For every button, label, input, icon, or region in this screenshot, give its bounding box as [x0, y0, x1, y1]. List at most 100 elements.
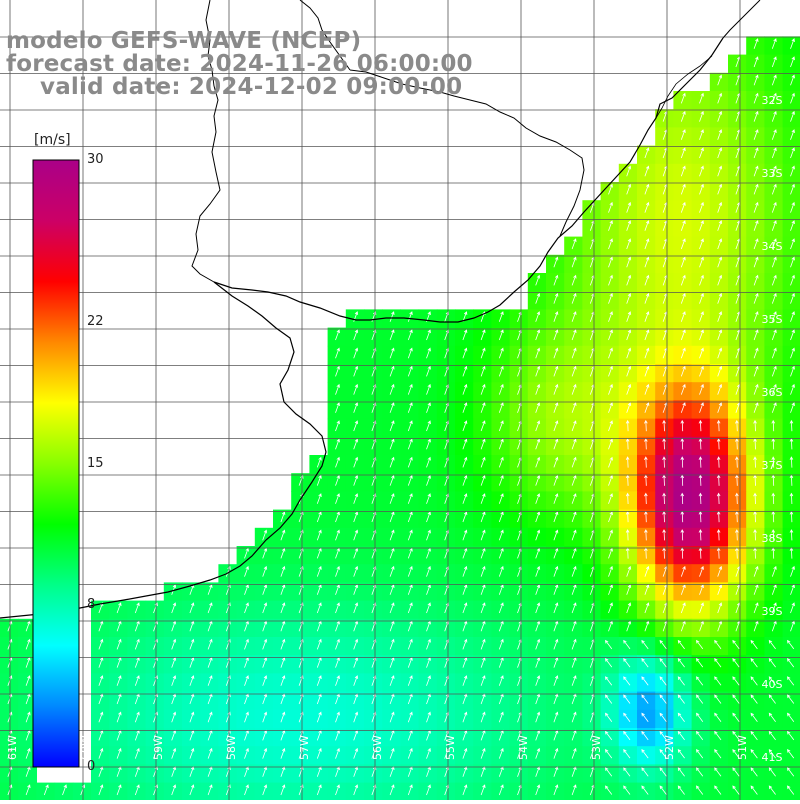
wind-arrow [389, 456, 395, 468]
wind-arrow [498, 347, 504, 359]
wind-cell [637, 782, 656, 802]
wind-arrow [116, 602, 122, 614]
wind-arrow [571, 383, 577, 395]
wind-arrow [316, 602, 322, 614]
wind-arrow [462, 347, 468, 359]
wind-arrow [553, 511, 559, 523]
wind-arrow [535, 311, 541, 322]
wind-arrow [787, 749, 795, 759]
wind-arrow [790, 402, 795, 413]
wind-arrow [25, 784, 31, 796]
wind-cell [764, 782, 784, 802]
wind-arrow [641, 749, 649, 759]
wind-arrow [641, 767, 649, 777]
wind-arrow [790, 165, 795, 177]
wind-arrow [771, 292, 777, 304]
longitude-label: 58W [225, 735, 238, 760]
wind-arrow [535, 274, 541, 286]
wind-arrow [553, 493, 559, 504]
wind-arrow [389, 675, 395, 686]
wind-arrow [353, 402, 359, 413]
wind-arrow [662, 529, 666, 541]
wind-arrow [790, 311, 795, 322]
wind-arrow [789, 456, 794, 468]
wind-arrow [677, 749, 685, 759]
wind-arrow [171, 638, 177, 650]
wind-arrow [753, 147, 759, 159]
wind-arrow [608, 365, 613, 377]
wind-arrow [608, 511, 613, 523]
wind-arrow [553, 675, 559, 686]
wind-cell [618, 782, 638, 802]
wind-arrow [553, 402, 559, 413]
wind-arrow [280, 529, 286, 541]
wind-arrow [623, 658, 631, 668]
wind-arrow [696, 785, 704, 795]
wind-arrow [644, 402, 650, 413]
wind-arrow [626, 274, 632, 286]
wind-arrow [771, 220, 777, 231]
wind-arrow [608, 438, 613, 450]
colorbar-unit: [m/s] [34, 132, 71, 148]
wind-arrow [753, 565, 759, 577]
wind-arrow [280, 784, 286, 796]
wind-arrow [714, 712, 722, 722]
wind-arrow [644, 456, 648, 468]
wind-arrow [189, 747, 195, 759]
wind-arrow [553, 256, 559, 268]
wind-arrow [462, 675, 468, 686]
wind-arrow [644, 238, 650, 250]
latitude-labels: 32S 33S 34S 35S 36S 37S 38S 39S 40S 41S [762, 94, 783, 764]
wind-arrow [535, 784, 541, 796]
wind-cell [782, 527, 800, 547]
wind-arrow [498, 311, 504, 322]
title-forecast-date: forecast date: 2024-11-26 06:00:00 [6, 51, 473, 77]
wind-arrow [680, 238, 686, 250]
wind-arrow [732, 639, 740, 650]
wind-arrow [426, 602, 431, 614]
wind-arrow [644, 529, 648, 541]
wind-arrow [716, 492, 721, 505]
wind-arrow [608, 402, 613, 413]
wind-arrow [644, 365, 650, 377]
wind-cell [673, 782, 693, 802]
wind-arrow [771, 419, 776, 432]
inland-border-north [299, 0, 351, 71]
wind-arrow [644, 329, 650, 341]
colorbar [32, 159, 80, 768]
wind-arrow [153, 784, 158, 796]
wind-arrow [771, 565, 777, 577]
wind-cell [782, 546, 800, 565]
wind-arrow [480, 711, 486, 723]
wind-arrow [407, 420, 413, 432]
wind-arrow [480, 383, 486, 395]
wind-arrow [571, 274, 577, 286]
wind-arrow [553, 474, 559, 486]
wind-arrow [699, 183, 704, 195]
coastline-uruguay [213, 37, 724, 323]
wind-arrow [716, 529, 721, 541]
wind-arrow [787, 785, 795, 795]
wind-arrow [771, 201, 777, 213]
wind-arrow [626, 183, 632, 195]
wind-arrow [535, 675, 541, 686]
coastline-brazil-lagoon [722, 0, 761, 39]
inland-border-west [205, 0, 215, 87]
wind-arrow [480, 511, 486, 523]
latitude-label: 40S [762, 678, 783, 691]
wind-arrow [623, 749, 631, 759]
wind-arrow [43, 784, 49, 796]
wind-arrow [717, 147, 723, 159]
wind-arrow [735, 419, 739, 432]
wind-arrow [98, 638, 104, 650]
wind-arrow [771, 129, 777, 140]
latitude-label: 37S [762, 459, 783, 472]
wind-arrow [498, 456, 504, 468]
wind-arrow [698, 492, 703, 505]
wind-arrow [662, 456, 666, 468]
wind-arrow [623, 712, 631, 722]
wind-arrow [680, 92, 686, 104]
wind-arrow [335, 329, 340, 341]
wind-arrow [626, 402, 632, 413]
longitude-label: 52W [663, 735, 676, 760]
